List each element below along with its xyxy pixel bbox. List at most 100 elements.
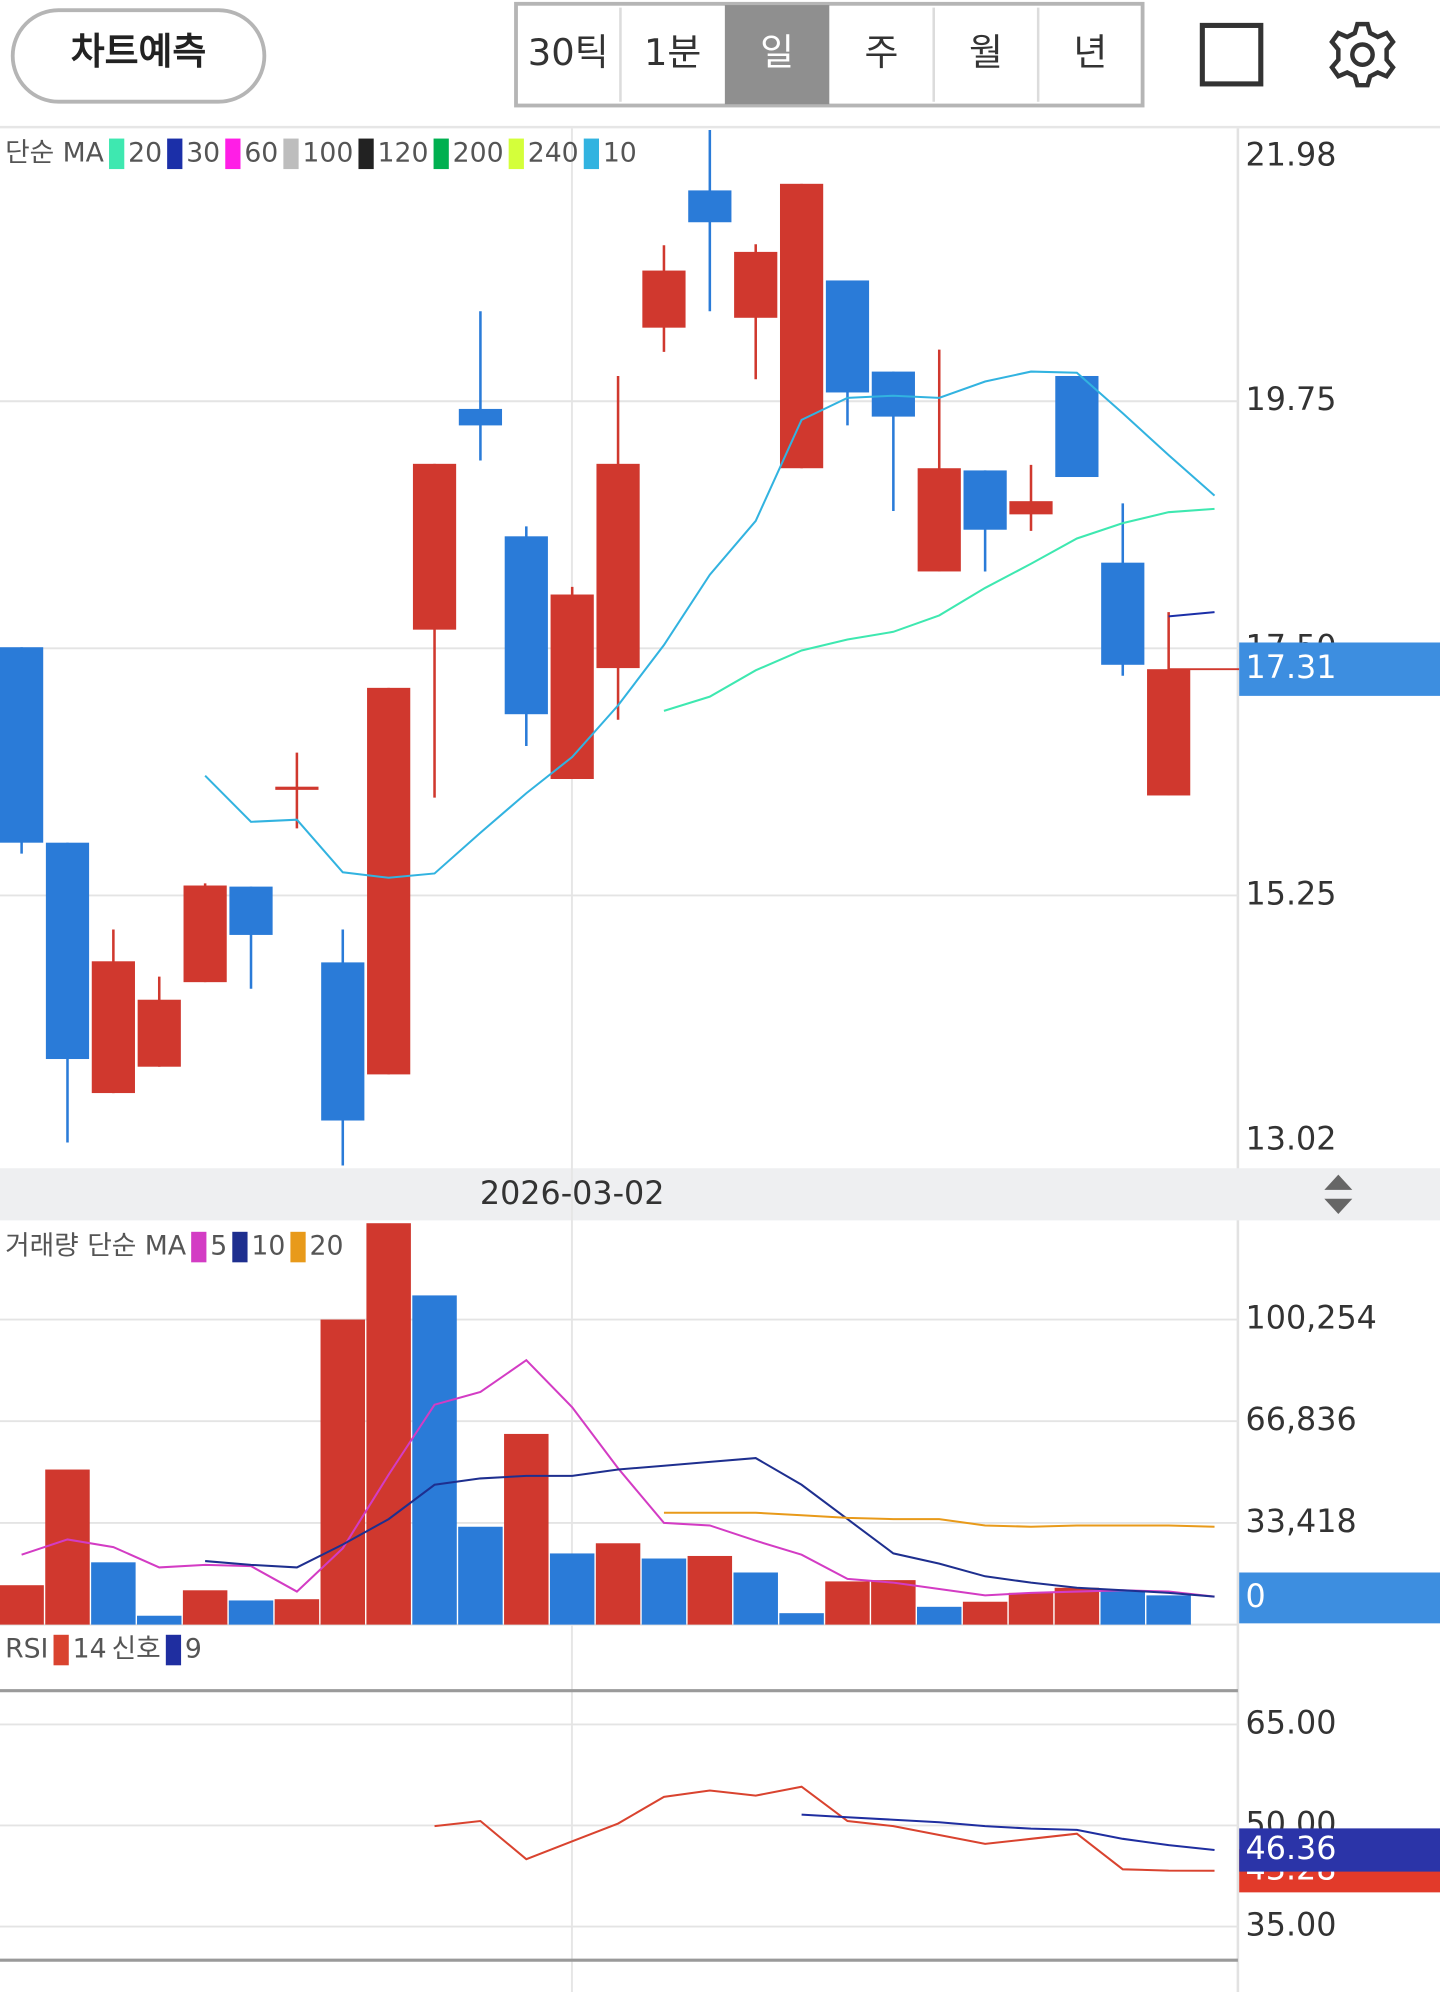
current-volume-label: 0	[1246, 1579, 1266, 1615]
indicator-line	[205, 1457, 1215, 1598]
period-button[interactable]: 1분	[644, 31, 701, 74]
legend-title: 단순 MA	[5, 137, 105, 168]
indicator-value-badge	[1239, 1828, 1440, 1872]
volume-bar	[825, 1581, 870, 1625]
candle-body	[183, 885, 227, 983]
candle-body	[688, 190, 732, 223]
predict-button[interactable]: 차트예측	[10, 8, 267, 104]
volume-bar	[412, 1295, 457, 1625]
legend-swatch	[167, 138, 183, 170]
resize-down[interactable]	[1324, 1198, 1353, 1215]
y-tick-label: 35.00	[1246, 1908, 1337, 1944]
legend-swatch	[109, 138, 125, 170]
indicator-value-label: 46.36	[1246, 1831, 1337, 1867]
volume-bar	[228, 1600, 274, 1625]
candle-body	[963, 470, 1007, 530]
candle-body	[642, 270, 686, 328]
candle-body	[229, 886, 273, 935]
volume-bar	[779, 1613, 824, 1625]
legend-swatch	[433, 138, 449, 170]
legend-label: 100	[302, 137, 353, 168]
period-button[interactable]: 30틱	[528, 31, 609, 74]
y-tick-label: 15.25	[1246, 876, 1337, 912]
indicator-line	[204, 370, 1216, 879]
candle-body	[1009, 501, 1053, 515]
indicator-line	[663, 1511, 1215, 1528]
legend-swatch	[508, 138, 524, 170]
candle-body	[1101, 562, 1145, 665]
crosshair-date-label: 2026-03-02	[480, 1176, 665, 1212]
period-button[interactable]: 월	[969, 31, 1003, 74]
legend-title: RSI	[5, 1634, 48, 1665]
y-tick-label: 100,254	[1246, 1301, 1377, 1337]
candle-body	[91, 961, 135, 1094]
volume-bar	[45, 1469, 90, 1625]
legend-swatch	[358, 138, 374, 170]
y-tick-label: 33,418	[1246, 1504, 1357, 1540]
indicator-line	[663, 507, 1215, 712]
volume-bar	[91, 1562, 136, 1625]
volume-bar	[962, 1601, 1008, 1625]
predict-button-label[interactable]: 차트예측	[71, 30, 207, 73]
period-button[interactable]: 년	[1073, 31, 1107, 74]
legend-label: 240	[528, 137, 579, 168]
legend-swatch	[232, 1231, 248, 1263]
volume-bar	[687, 1555, 733, 1625]
volume-bar	[916, 1606, 962, 1625]
predict-button-frame[interactable]	[10, 8, 267, 104]
y-tick-label: 65.00	[1246, 1705, 1337, 1741]
period-buttons: 30틱 1분 일 주 월 년	[528, 5, 1107, 105]
volume-bar	[366, 1223, 411, 1625]
legend-label: 30	[186, 137, 220, 168]
candle-body	[275, 786, 319, 790]
candle-body	[917, 468, 961, 572]
legend-label: 20	[128, 137, 162, 168]
candle-body	[1055, 375, 1099, 478]
legend-label: 10	[603, 137, 637, 168]
legend-label: 14	[73, 1634, 107, 1665]
legend-label: 5	[210, 1231, 227, 1262]
y-tick-label: 21.98	[1246, 137, 1337, 173]
candle-body	[734, 251, 778, 318]
candle-body	[321, 962, 365, 1121]
legend-label: 9	[185, 1634, 202, 1665]
volume-bar	[595, 1543, 641, 1625]
legend-label: 200	[453, 137, 504, 168]
volume-bar	[182, 1590, 228, 1625]
candle-body	[550, 594, 594, 779]
legend-label: 120	[378, 137, 429, 168]
settings-gear[interactable]	[1329, 21, 1396, 88]
current-volume-badge	[1239, 1572, 1440, 1624]
volume-bar	[1054, 1587, 1100, 1625]
resize-up[interactable]	[1324, 1174, 1353, 1190]
legend-swatch	[53, 1634, 69, 1666]
candle-body	[458, 408, 503, 426]
y-tick-label: 66,836	[1246, 1402, 1357, 1438]
volume-bar	[733, 1572, 778, 1625]
candle-body	[367, 687, 411, 1075]
current-price-label: 17.31	[1246, 650, 1337, 686]
indicator-line	[434, 1785, 1215, 1872]
period-button[interactable]: 주	[865, 31, 899, 74]
settings-gear-hole[interactable]	[1350, 42, 1375, 68]
period-button[interactable]: 일	[760, 31, 794, 74]
pane-resize-icon[interactable]	[1324, 1174, 1353, 1215]
volume-bar	[871, 1580, 916, 1625]
volume-bar	[458, 1526, 503, 1625]
candle-body	[45, 842, 90, 1060]
candle-body	[596, 463, 640, 669]
candle-body	[504, 536, 548, 715]
indicator-line	[801, 1813, 1215, 1852]
volume-bar	[274, 1599, 320, 1625]
y-tick-label: 13.02	[1246, 1121, 1337, 1157]
legend-swatch	[283, 138, 299, 170]
layout-icon[interactable]	[1199, 22, 1264, 87]
settings-icon[interactable]	[1329, 21, 1396, 88]
candle-body	[871, 371, 915, 417]
period-button-selected[interactable]	[724, 5, 830, 105]
volume-bar	[320, 1319, 366, 1625]
legend-title: 신호	[112, 1634, 161, 1665]
